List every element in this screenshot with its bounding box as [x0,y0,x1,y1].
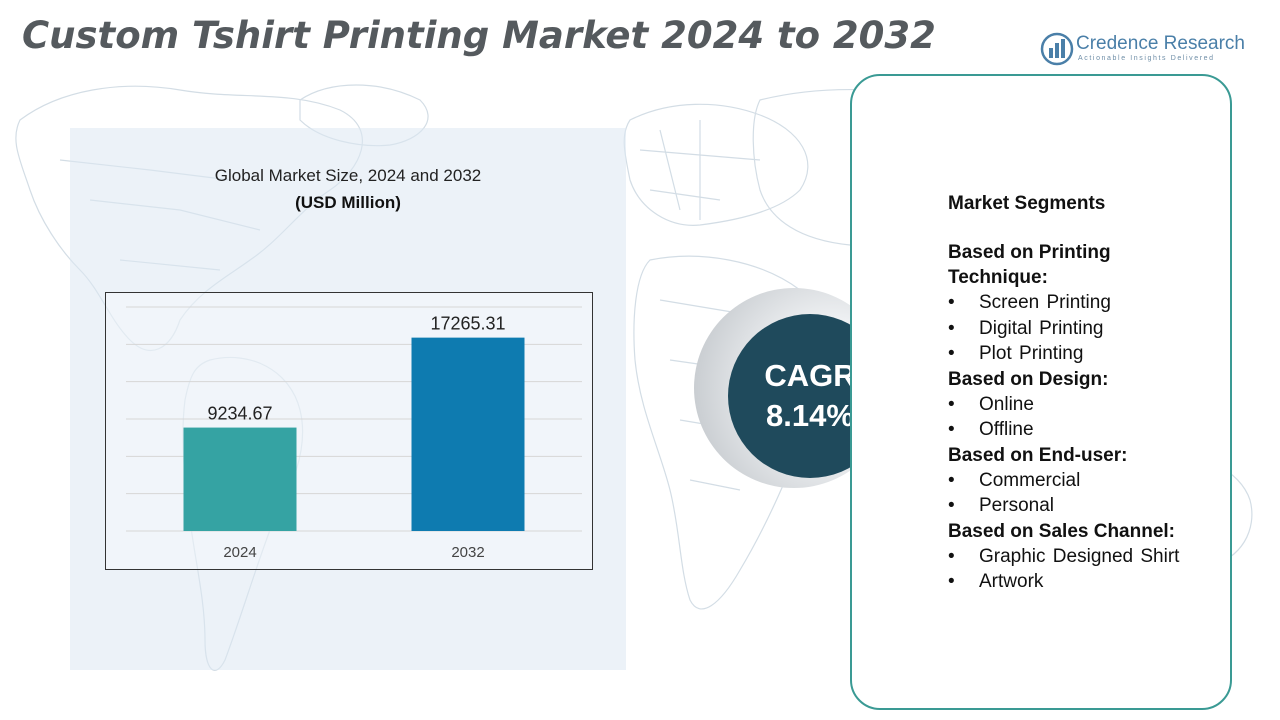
brand-tagline: Actionable Insights Delivered [1078,55,1215,62]
bullet: • [948,469,955,491]
segment-group-title: Based on End-user: [948,444,1128,466]
bar-value-label-2024: 9234.67 [207,404,272,424]
chart-panel: Global Market Size, 2024 and 2032 (USD M… [70,128,626,670]
x-tick-label-2032: 2032 [451,544,484,561]
bullet: • [948,419,955,440]
segment-item: • Commercial [948,468,1238,494]
bar-2032 [411,337,525,531]
segment-item: • Artwork [948,569,1238,595]
segment-item: • Graphic Designed Shirt [948,544,1238,570]
segment-group-printing-technique: Based on Printing Technique: • Screen Pri… [948,240,1238,367]
segment-item: • Offline [948,417,1238,443]
market-segments-panel: Market Segments Based on Printing Techni… [850,74,1232,710]
segment-item: • Digital Printing [948,316,1238,342]
segment-item: • Online [948,392,1238,418]
bar-value-label-2032: 17265.31 [430,314,505,334]
bullet: • [948,317,955,339]
segments-heading: Market Segments [948,193,1106,214]
brand-name: Credence Research [1076,33,1245,54]
x-tick-label-2024: 2024 [223,544,256,561]
bullet: • [948,343,955,364]
segment-group-title: Based on Printing [948,242,1111,263]
bar-chart: 9234.67 2024 17265.31 2032 [105,292,593,570]
segment-group-sales-channel: Based on Sales Channel: • Graphic Designe… [948,519,1238,595]
segment-group-title: Based on Sales Channel: [948,520,1176,542]
chart-subtitle: (USD Million) [295,193,401,212]
segment-group-title: Based on Design: [948,368,1109,390]
bullet: • [948,545,955,567]
bullet: • [948,292,955,313]
segment-group-design: Based on Design: • Online • Offline [948,367,1238,443]
segment-group-end-user: Based on End-user: • Commercial • Personal [948,443,1238,519]
page-title: Custom Tshirt Printing Market 2024 to 20… [22,14,936,57]
cagr-label: CAGR [764,358,856,393]
bar-chart-svg: 9234.67 2024 17265.31 2032 [126,306,582,561]
bullet: • [948,571,955,592]
bullet: • [948,495,955,516]
segment-group-title-continued: Technique: [948,267,1048,288]
segment-item: • Plot Printing [948,341,1238,367]
bullet: • [948,393,955,415]
bar-2024 [183,427,297,531]
brand-logo: Credence Research Actionable Insights De… [1040,30,1252,70]
segment-item: • Personal [948,493,1238,519]
cagr-value: 8.14% [766,398,854,433]
bar-chart-globe-icon [1040,32,1074,66]
segment-item: • Screen Printing [948,290,1238,316]
chart-title: Global Market Size, 2024 and 2032 [214,166,482,185]
